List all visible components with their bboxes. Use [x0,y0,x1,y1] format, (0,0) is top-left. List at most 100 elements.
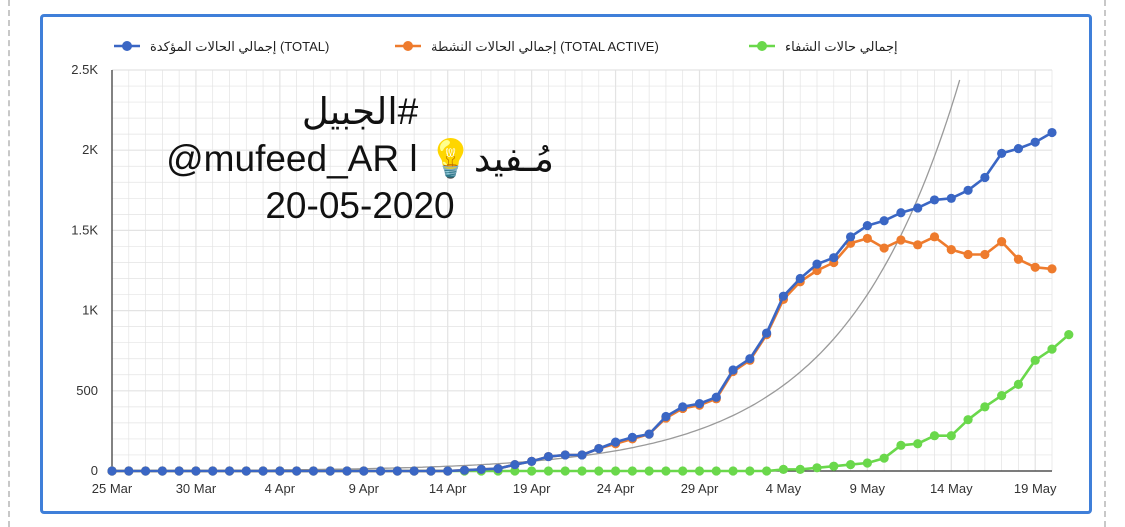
y-tick-label: 0 [91,463,98,478]
x-tick-label: 9 Apr [349,481,380,496]
data-point-0 [1047,127,1057,138]
data-point-0 [1013,143,1024,154]
data-point-2 [762,466,772,476]
data-point-2 [678,466,688,476]
data-point-2 [711,466,721,476]
data-point-0 [997,148,1007,159]
data-point-2 [812,463,822,473]
data-point-0 [124,466,134,476]
data-point-0 [778,291,789,301]
data-point-2 [694,466,705,476]
data-point-0 [694,399,705,409]
data-point-0 [426,466,436,476]
data-point-0 [627,432,637,442]
data-point-1 [1013,254,1024,264]
data-point-0 [224,466,235,476]
data-point-2 [913,439,923,449]
data-point-0 [325,466,335,476]
y-tick-label: 2K [82,142,98,157]
data-point-0 [107,466,117,476]
data-point-2 [862,458,872,468]
data-point-0 [174,466,184,476]
data-point-0 [610,437,621,447]
data-point-1 [913,240,923,250]
right-dashed-guide [1104,0,1106,527]
data-point-2 [560,466,570,476]
data-point-0 [392,466,402,476]
data-point-0 [443,466,453,476]
data-point-0 [929,195,940,205]
x-tick-label: 25 Mar [92,481,133,496]
data-point-2 [946,431,956,441]
x-tick-label: 19 Apr [513,481,551,496]
data-point-1 [879,243,889,253]
data-point-2 [661,466,671,476]
data-point-1 [929,232,940,242]
data-point-0 [896,208,906,218]
data-point-0 [879,216,889,226]
data-point-2 [1030,355,1040,365]
legend-swatch-dot [757,41,767,51]
data-point-1 [980,249,990,260]
overlay-hashtag: #الجبيل [301,91,419,132]
legend-label: إجمالي حالات الشفاء [785,39,898,54]
data-point-2 [1064,330,1074,340]
data-point-0 [359,466,369,476]
data-point-1 [1047,264,1057,274]
data-point-2 [997,391,1007,401]
x-tick-label: 29 Apr [681,481,719,496]
data-point-0 [661,411,671,422]
overlay-date: 20-05-2020 [265,185,455,226]
legend-swatch-dot [403,41,413,51]
data-point-1 [896,235,906,245]
x-tick-label: 14 May [930,481,973,496]
data-point-0 [459,465,470,475]
chart-frame [40,14,1092,514]
data-point-2 [778,464,789,474]
data-point-0 [342,466,352,476]
data-point-2 [1047,344,1057,354]
data-point-0 [980,172,990,183]
data-point-0 [577,450,587,460]
data-point-0 [963,185,973,195]
data-point-0 [258,466,268,476]
data-point-0 [745,354,755,364]
data-point-0 [375,466,386,476]
y-tick-label: 2.5K [71,62,98,77]
data-point-2 [795,464,805,474]
legend-label: إجمالي الحالات المؤكدة (TOTAL) [150,39,329,55]
data-point-2 [610,466,621,476]
data-point-0 [678,402,688,412]
data-point-0 [560,450,570,460]
data-point-0 [862,220,872,231]
y-tick-label: 500 [76,383,98,398]
x-tick-label: 4 Apr [265,481,296,496]
data-point-2 [543,466,554,476]
data-point-0 [409,466,419,476]
data-point-2 [644,466,654,476]
x-tick-label: 14 Apr [429,481,467,496]
data-point-1 [997,237,1007,247]
data-point-0 [913,203,923,213]
data-point-0 [308,466,319,476]
data-point-1 [963,249,973,260]
data-point-2 [577,466,587,476]
data-point-2 [896,440,906,450]
data-point-2 [627,466,637,476]
data-point-0 [476,464,486,474]
data-point-0 [795,273,805,284]
x-tick-label: 19 May [1014,481,1057,496]
data-point-0 [493,463,503,474]
data-point-0 [829,253,839,263]
data-point-0 [275,466,285,476]
data-point-1 [1030,262,1040,272]
chart-legend: إجمالي الحالات المؤكدة (TOTAL) إجمالي الح… [114,39,898,55]
data-point-0 [594,443,604,454]
data-point-2 [745,466,755,476]
y-tick-label: 1K [82,303,98,318]
data-point-0 [946,193,956,203]
data-point-0 [510,459,520,470]
x-tick-label: 30 Mar [176,481,217,496]
data-point-2 [929,431,940,441]
data-point-2 [980,402,990,412]
